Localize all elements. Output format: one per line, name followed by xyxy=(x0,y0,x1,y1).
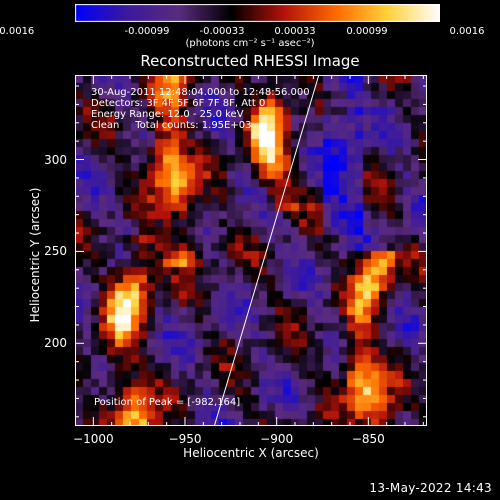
colorbar-tick-label: -0.0016 xyxy=(0,26,35,37)
colorbar xyxy=(75,4,440,22)
y-tick-label: 200 xyxy=(44,336,67,351)
colorbar-unit: (photons cm⁻² s⁻¹ asec⁻²) xyxy=(185,38,315,49)
x-tick-label: −900 xyxy=(260,432,294,446)
colorbar-tick-label: 0.00099 xyxy=(346,26,388,37)
y-tick-label: 300 xyxy=(44,152,67,167)
x-tick-label: −850 xyxy=(351,432,385,446)
plot-frame xyxy=(75,75,427,426)
chart-title: Reconstructed RHESSI Image xyxy=(140,52,360,70)
info-clean-counts: Clean Total counts: 1.95E+03 xyxy=(91,120,252,131)
colorbar-tick-label: -0.00099 xyxy=(124,26,170,37)
info-energy-range: Energy Range: 12.0 - 25.0 keV xyxy=(91,109,244,120)
colorbar-ticks: -0.0016 -0.00099 -0.00033 0.00033 0.0009… xyxy=(0,26,500,40)
axis-ticks xyxy=(75,75,427,426)
info-time-range: 30-Aug-2011 12:48:04.000 to 12:48:56.000 xyxy=(91,87,310,98)
colorbar-tick-label: 0.00033 xyxy=(274,26,316,37)
y-axis-label: Heliocentric Y (arcsec) xyxy=(28,187,42,323)
x-axis-label: Heliocentric X (arcsec) xyxy=(183,446,319,460)
plot-area: 30-Aug-2011 12:48:04.000 to 12:48:56.000… xyxy=(75,75,427,426)
limb-line xyxy=(213,75,320,426)
colorbar-tick-label: -0.00033 xyxy=(199,26,245,37)
plot-overlay xyxy=(75,75,427,426)
colorbar-tick-label: 0.0016 xyxy=(449,26,485,37)
heatmap-image xyxy=(75,75,427,426)
info-detectors: Detectors: 3F 4F 5F 6F 7F 8F, Att 0 xyxy=(91,98,266,109)
y-tick-label: 250 xyxy=(44,244,67,259)
x-tick-label: −1000 xyxy=(73,432,114,446)
info-peak-position: Position of Peak = [-982,164] xyxy=(94,397,241,408)
timestamp: 13-May-2022 14:43 xyxy=(369,481,492,495)
x-tick-label: −950 xyxy=(168,432,202,446)
